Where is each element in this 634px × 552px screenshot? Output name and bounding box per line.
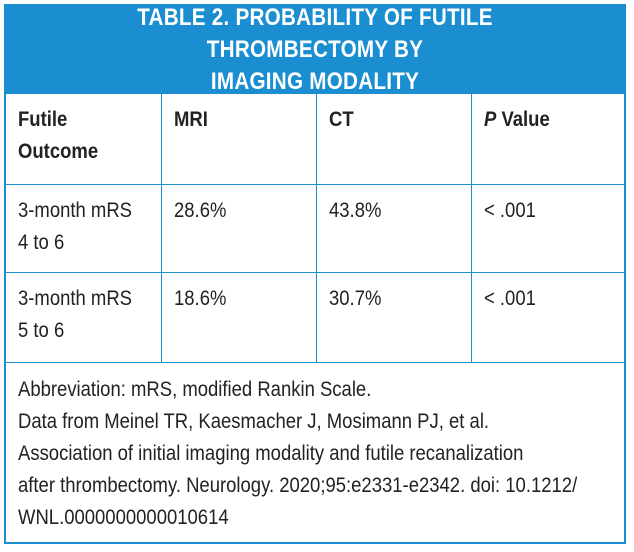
cell-outcome-line-1: 3-month mRS [18, 286, 133, 310]
header-futile-outcome: Futile Outcome [6, 94, 162, 185]
table-title-bar: TABLE 2. PROBABILITY OF FUTILE THROMBECT… [6, 4, 624, 95]
cell-outcome: 3-month mRS 5 to 6 [6, 272, 162, 363]
cell-ct-value: 43.8% [328, 198, 381, 222]
header-outcome-line-2: Outcome [18, 140, 99, 163]
cell-p-value-text: < .001 [483, 286, 536, 310]
footnote-abbreviation: Abbreviation: mRS, modified Rankin Scale… [18, 378, 372, 401]
footnote-source-line-4: WNL.0000000000010614 [18, 506, 229, 529]
footnote-source-line-1: Data from Meinel TR, Kaesmacher J, Mosim… [18, 410, 490, 433]
cell-mri-value: 18.6% [173, 286, 226, 310]
data-table: Futile Outcome MRI CT P Value 3-month mR… [6, 94, 624, 363]
cell-ct-value: 30.7% [328, 286, 381, 310]
table-title: TABLE 2. PROBABILITY OF FUTILE THROMBECT… [49, 2, 580, 98]
cell-p-value: < .001 [471, 184, 624, 273]
header-p-value: P Value [471, 94, 624, 185]
cell-outcome-line-2: 4 to 6 [18, 230, 65, 254]
header-p-letter: P [483, 108, 496, 131]
header-mri-label: MRI [173, 108, 208, 131]
cell-mri-value: 28.6% [173, 198, 226, 222]
cell-mri: 28.6% [161, 184, 317, 273]
header-p-rest: Value [495, 108, 550, 131]
header-outcome-line-1: Futile [18, 108, 68, 131]
cell-ct: 43.8% [316, 184, 472, 273]
header-ct-label: CT [328, 108, 354, 131]
table-row: 3-month mRS 4 to 6 28.6% 43.8% < .001 [6, 184, 624, 273]
table-footnote: Abbreviation: mRS, modified Rankin Scale… [6, 362, 624, 534]
footnote-source-line-2: Association of initial imaging modality … [18, 442, 524, 465]
cell-p-value-text: < .001 [483, 198, 536, 222]
cell-outcome: 3-month mRS 4 to 6 [6, 184, 162, 273]
table-card: TABLE 2. PROBABILITY OF FUTILE THROMBECT… [4, 4, 626, 544]
header-mri: MRI [161, 94, 317, 185]
table-title-line-2: IMAGING MODALITY [210, 68, 420, 95]
cell-outcome-line-1: 3-month mRS [18, 198, 133, 222]
footnote-source-line-3: after thrombectomy. Neurology. 2020;95:e… [18, 474, 578, 497]
cell-p-value: < .001 [471, 272, 624, 363]
table-title-line-1: TABLE 2. PROBABILITY OF FUTILE THROMBECT… [137, 4, 493, 63]
table-row: 3-month mRS 5 to 6 18.6% 30.7% < .001 [6, 272, 624, 363]
header-ct: CT [316, 94, 472, 185]
header-row: Futile Outcome MRI CT P Value [6, 94, 624, 185]
cell-outcome-line-2: 5 to 6 [18, 318, 65, 342]
cell-ct: 30.7% [316, 272, 472, 363]
cell-mri: 18.6% [161, 272, 317, 363]
